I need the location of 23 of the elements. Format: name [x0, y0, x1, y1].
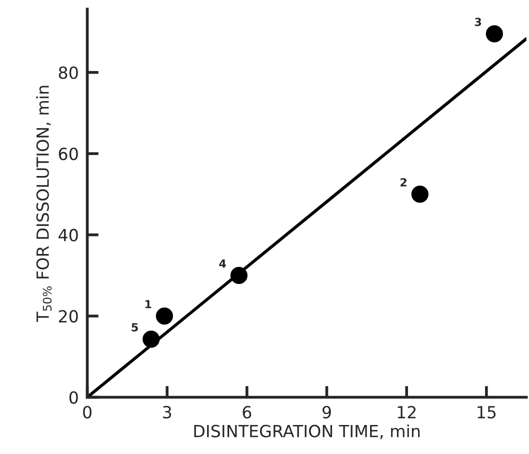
x-tick-label: 3: [163, 406, 172, 418]
x-tick-label: 15: [478, 406, 496, 418]
point: [156, 307, 174, 325]
x-tick-label: 0: [83, 406, 92, 418]
x-tick-label: 12: [398, 406, 416, 418]
point: [486, 25, 503, 42]
annotation: 3: [474, 18, 482, 26]
y-axis-title: T$_{50%}$ FOR DISSOLUTION, min: [36, 86, 52, 322]
y-tick-label: 80: [58, 66, 78, 79]
point: [230, 266, 248, 284]
y-tick-label: 60: [58, 148, 78, 160]
annotation: 1: [145, 300, 152, 308]
x-tick-label: 6: [242, 406, 252, 418]
y-tick-label: 20: [58, 310, 78, 323]
annotation: 4: [219, 259, 226, 268]
x-axis-title: DISINTEGRATION TIME, min: [194, 424, 420, 440]
y-tick-label: 40: [58, 228, 78, 242]
annotation: 5: [132, 323, 138, 332]
point: [142, 330, 160, 348]
y-tick-label: 0: [69, 391, 78, 404]
annotation: 2: [400, 178, 406, 186]
point: [411, 186, 428, 203]
x-tick-label: 9: [322, 406, 331, 418]
